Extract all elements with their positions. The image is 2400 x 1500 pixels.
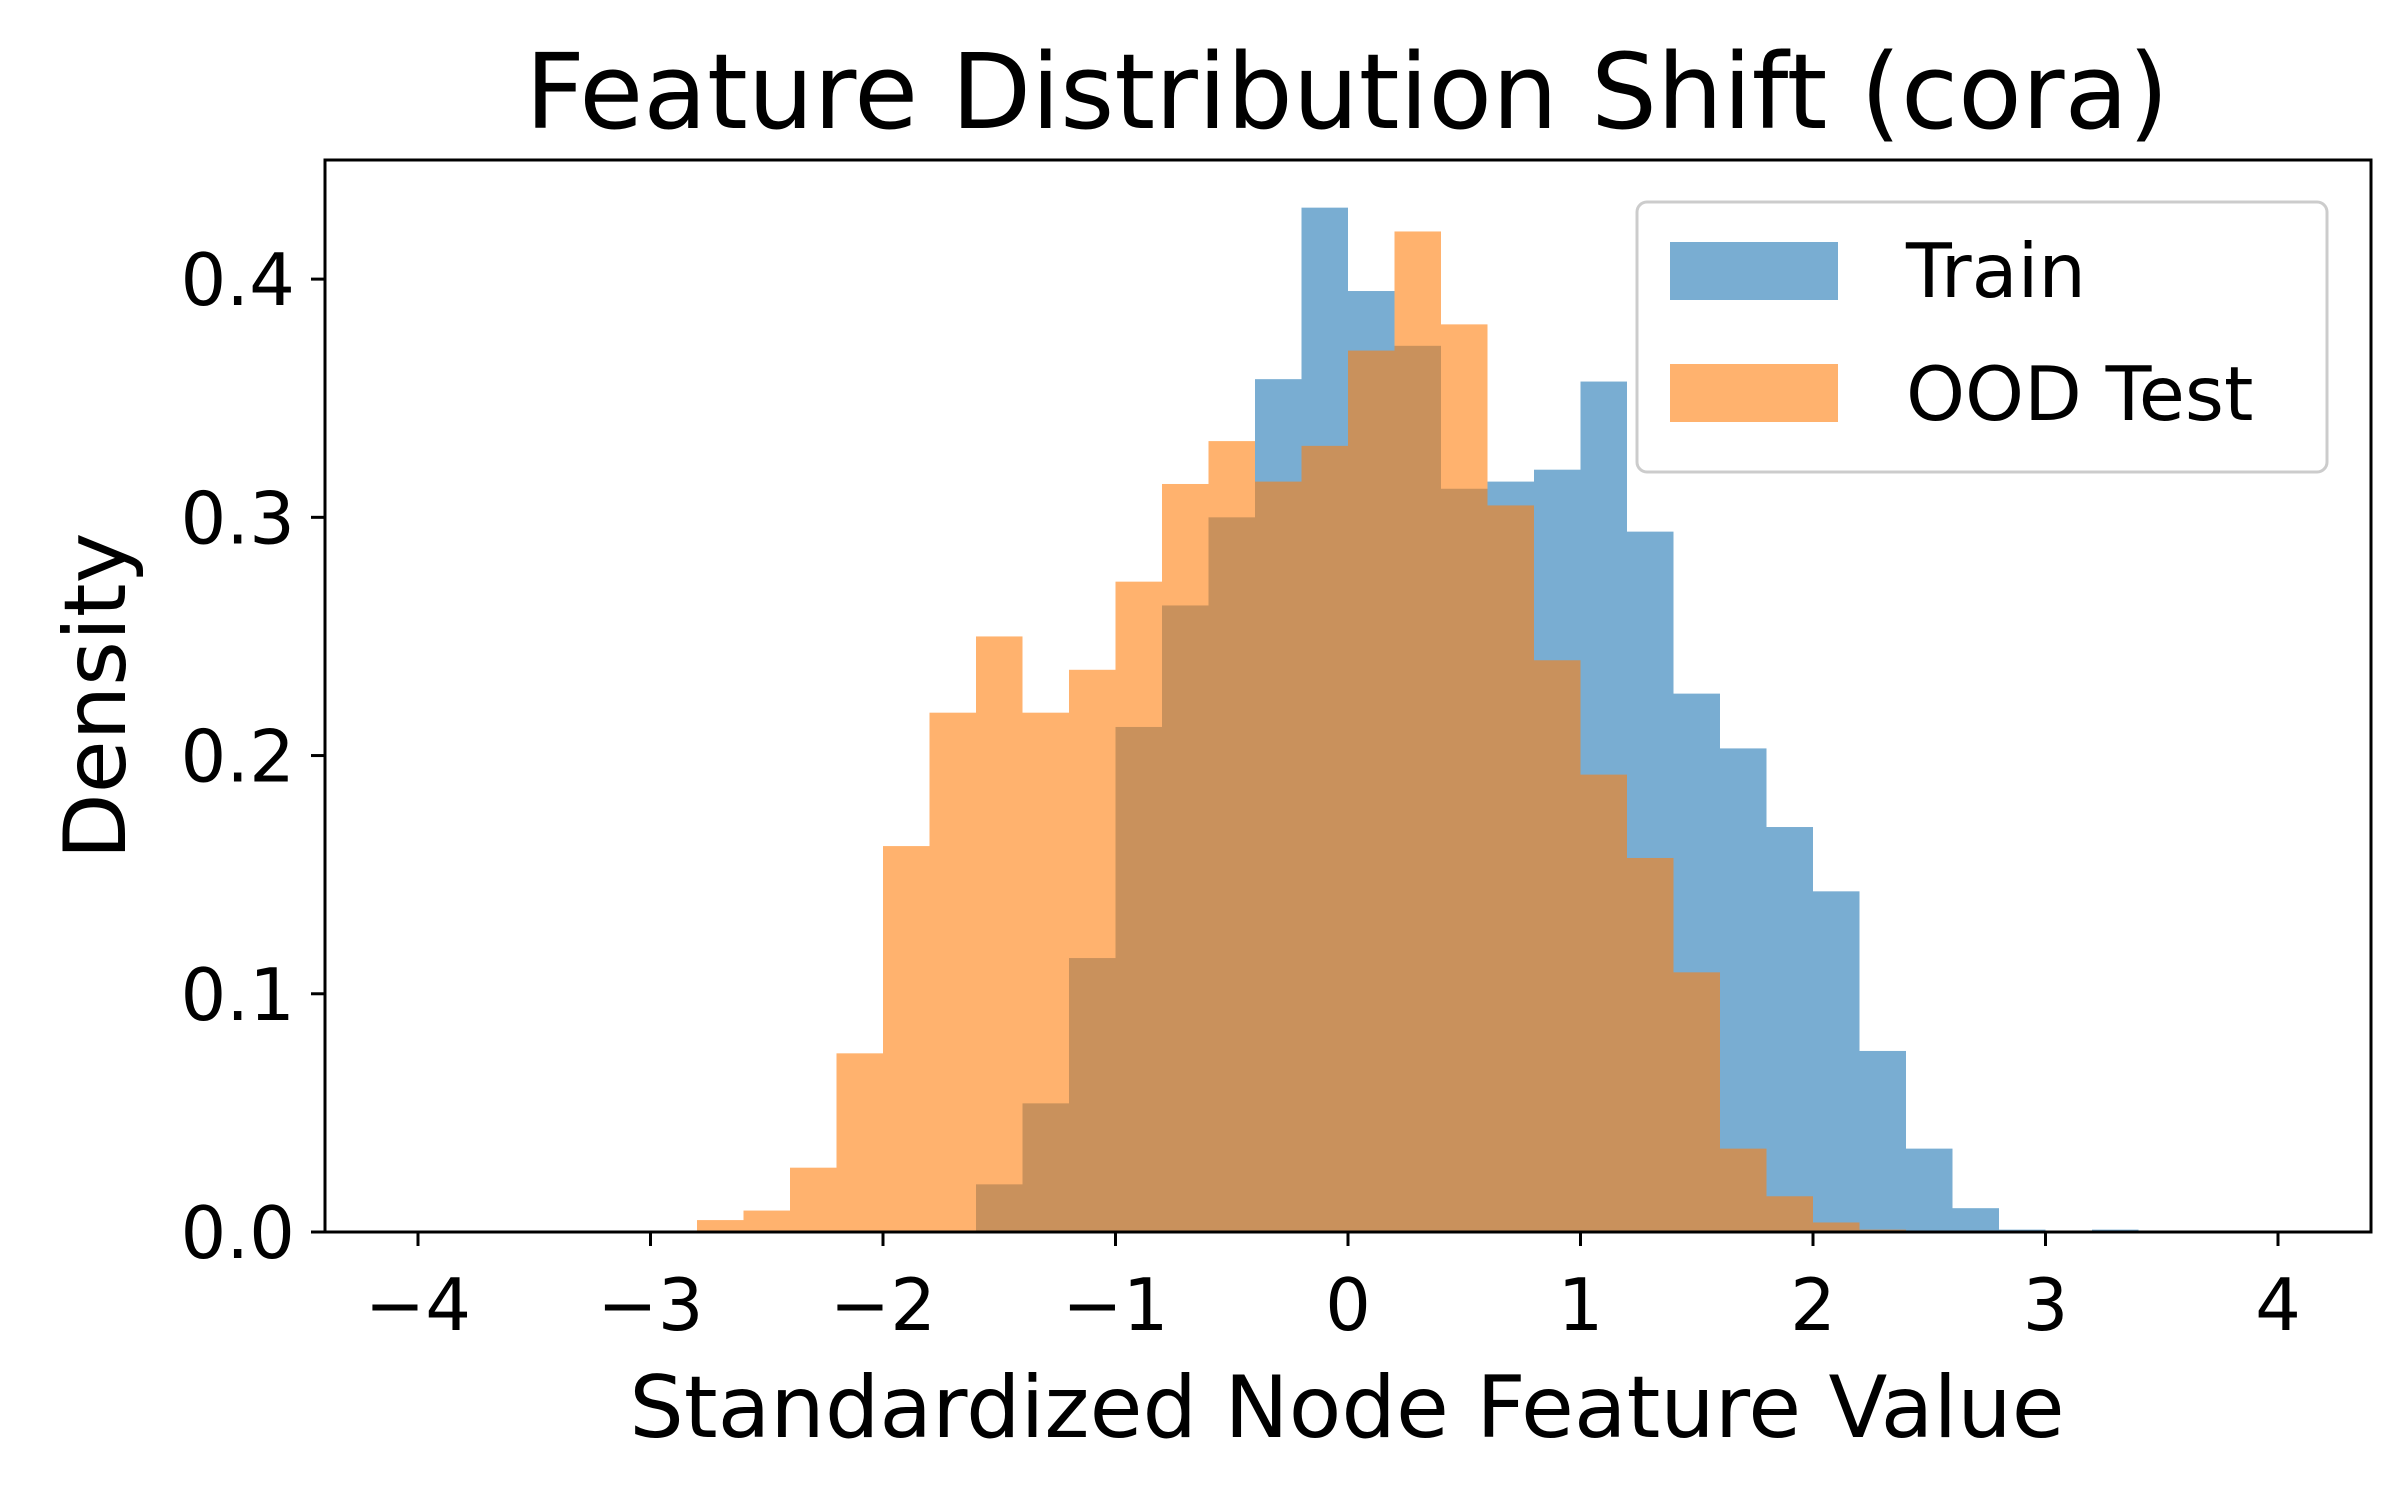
histogram-bars <box>697 207 2139 1233</box>
bar-ood-test-13 <box>1301 445 1348 1232</box>
bar-ood-test-23 <box>1766 1196 1813 1232</box>
legend: Train OOD Test <box>1635 200 2329 474</box>
legend-swatch-train <box>1670 242 1838 300</box>
x-tick-label: −1 <box>1062 1263 1168 1347</box>
y-tick-label: 0.4 <box>180 238 295 322</box>
bar-ood-test-6 <box>976 636 1023 1232</box>
x-tick-label: 1 <box>1558 1263 1604 1347</box>
bar-ood-test-22 <box>1720 1148 1767 1232</box>
bar-train-18 <box>1813 891 1860 1232</box>
legend-swatch-ood-test <box>1670 364 1838 422</box>
x-tick-label: −2 <box>830 1263 936 1347</box>
bar-ood-test-15 <box>1394 231 1441 1232</box>
bar-ood-test-10 <box>1162 483 1209 1233</box>
bar-ood-test-18 <box>1534 660 1581 1232</box>
y-tick-label: 0.1 <box>180 953 295 1037</box>
bar-ood-test-1 <box>743 1210 790 1232</box>
x-tick-label: 0 <box>1325 1263 1371 1347</box>
bar-ood-test-0 <box>697 1220 744 1232</box>
y-tick-label: 0.3 <box>180 476 295 560</box>
bar-ood-test-19 <box>1580 774 1627 1232</box>
x-tick-label: 2 <box>1790 1263 1836 1347</box>
bar-train-20 <box>1906 1148 1953 1232</box>
chart-title: Feature Distribution Shift (cora) <box>525 31 2169 153</box>
bar-ood-test-2 <box>790 1167 837 1232</box>
x-tick-label: −3 <box>597 1263 703 1347</box>
legend-label-train: Train <box>1905 227 2086 315</box>
bar-ood-test-8 <box>1069 669 1116 1232</box>
bar-train-17 <box>1766 827 1813 1232</box>
bar-ood-test-17 <box>1487 505 1534 1232</box>
y-axis-ticks: 0.0 0.1 0.2 0.3 0.4 <box>180 238 325 1275</box>
bar-ood-test-24 <box>1813 1222 1860 1232</box>
bar-ood-test-12 <box>1255 481 1302 1233</box>
bar-ood-test-11 <box>1208 441 1255 1232</box>
y-axis-label: Density <box>46 533 146 860</box>
bar-train-21 <box>1952 1208 1999 1232</box>
bar-ood-test-9 <box>1115 581 1162 1232</box>
y-tick-label: 0.2 <box>180 715 295 799</box>
y-tick-label: 0.0 <box>180 1191 295 1275</box>
bar-ood-test-3 <box>836 1053 883 1232</box>
x-axis-label: Standardized Node Feature Value <box>629 1358 2064 1458</box>
bar-ood-test-5 <box>929 712 976 1232</box>
x-tick-label: 4 <box>2255 1263 2301 1347</box>
bar-ood-test-7 <box>1022 712 1069 1232</box>
bar-ood-test-20 <box>1627 857 1674 1232</box>
x-tick-label: 3 <box>2023 1263 2069 1347</box>
bar-ood-test-16 <box>1441 324 1488 1233</box>
bar-ood-test-21 <box>1673 972 1720 1232</box>
bar-ood-test-14 <box>1348 350 1395 1233</box>
bar-train-19 <box>1859 1050 1906 1232</box>
legend-label-ood-test: OOD Test <box>1906 350 2253 438</box>
x-tick-label: −4 <box>365 1263 471 1347</box>
bar-ood-test-4 <box>883 846 930 1232</box>
x-axis-ticks: −4 −3 −2 −1 0 1 2 3 4 <box>365 1232 2301 1347</box>
